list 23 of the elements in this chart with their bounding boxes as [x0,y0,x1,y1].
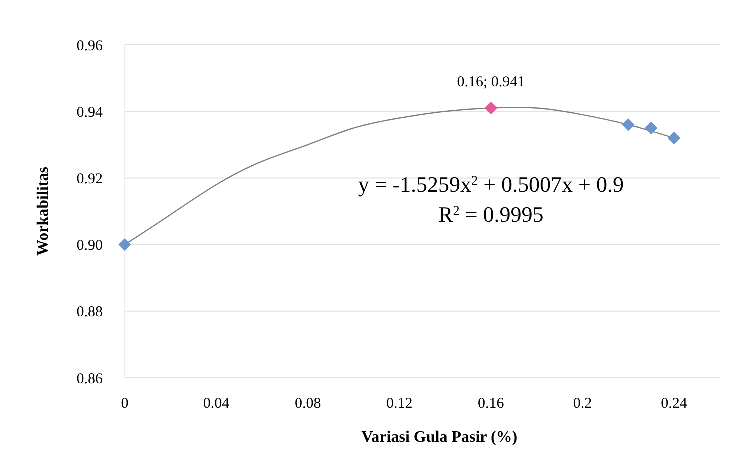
y-axis-title: Workabilitas [35,167,52,256]
y-tick-label: 0.92 [76,171,103,188]
x-tick-label: 0.16 [478,396,505,412]
point [622,118,635,132]
y-tick-label: 0.86 [76,371,104,388]
x-tick-label: 0.2 [573,396,592,412]
x-tick-label: 0.24 [661,396,688,412]
annotation: y = -1.5259x$^{2}$ + 0.5007x + 0.9 [358,172,624,198]
x-tick-label: 0.04 [203,396,230,412]
y-tick-label: 0.88 [76,304,103,321]
x-tick-label: 0 [121,396,129,412]
x-axis-title: Variasi Gula Pasir (%) [362,429,518,446]
point [668,132,681,145]
y-tick-label: 0.90 [76,238,103,254]
x-tick-label: 0.08 [294,396,322,412]
point [484,102,498,115]
y-tick-label: 0.94 [76,104,104,121]
point [645,122,658,135]
x-tick-label: 0.12 [386,396,413,412]
point [118,238,132,252]
y-tick-label: 0.96 [76,38,104,54]
annotation: R$^{2}$ = 0.9995 [438,202,544,228]
annotation: 0.16; 0.941 [457,74,526,90]
